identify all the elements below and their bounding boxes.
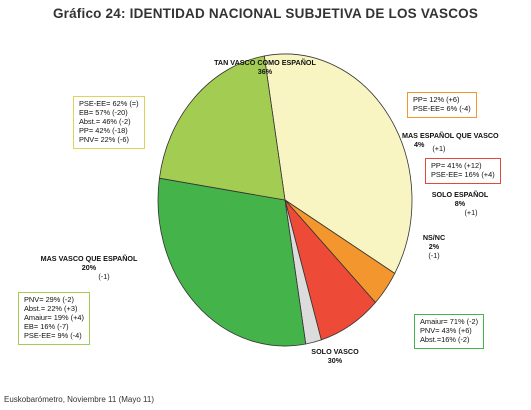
chart-title: Gráfico 24: IDENTIDAD NACIONAL SUBJETIVA… [52,6,479,21]
slice-value: 20% [81,263,97,272]
slice-name: MAS ESPAÑOL QUE VASCO [402,131,499,140]
pie-slice-0 [263,53,413,275]
slice-value: 4% [414,140,425,149]
annotation-box-solo-vasco: Amaiur= 71% (-2) PNV= 43% (+6) Abst.=16%… [414,314,485,349]
annotation-line: PSE-EE= 16% (+4) [431,169,495,179]
annotation-line: PSE-EE= 9% (-4) [24,330,82,340]
slice-name: TAN VASCO COMO ESPAÑOL [214,58,316,67]
annotation-line: EB= 57% (-20) [79,107,128,117]
annotation-box-mas-espanol: PP= 12% (+6) PSE-EE= 6% (-4) [407,92,477,118]
annotation-box-solo-espanol: PP= 41% (+12) PSE-EE= 16% (+4) [425,158,501,184]
annotation-line: PNV= 22% (-6) [79,134,129,144]
source-note: Euskobarómetro, Noviembre 11 (Mayo 11) [4,395,154,404]
slice-label-nsnc: NS/NC 2% (-1) [414,233,454,260]
slice-value: 36% [257,67,273,76]
annotation-line: PP= 12% (+6) [413,95,460,104]
slice-value: 8% [454,199,466,208]
annotation-line: PNV= 29% (-2) [24,295,74,304]
slice-change: (-1) [98,272,110,281]
slice-name: NS/NC [422,233,446,242]
slice-label-solo-vasco: SOLO VASCO 30% [300,347,370,365]
annotation-line: EB= 16% (-7) [24,321,69,331]
annotation-line: Amaiur= 71% (-2) [420,317,479,326]
slice-label-mas-espanol: MAS ESPAÑOL QUE VASCO 4% (+1) [398,131,528,153]
pie-slice-4 [157,177,307,347]
annotation-line: Abst.= 22% (+3) [24,303,78,313]
annotation-line: PP= 42% (-18) [79,125,128,135]
slice-label-mas-vasco: MAS VASCO QUE ESPAÑOL 20% (-1) [14,254,164,281]
slice-value: 30% [327,356,343,365]
slice-value: 2% [428,242,440,251]
slice-change: (+1) [464,208,478,217]
slice-name: SOLO VASCO [311,347,359,356]
slice-name: SOLO ESPAÑOL [431,190,489,199]
slice-change: (-1) [428,251,440,260]
slice-change: (+1) [432,144,446,153]
annotation-box-tan-vasco: PSE-EE= 62% (=) EB= 57% (-20) Abst.= 46%… [73,96,145,149]
annotation-box-mas-vasco: PNV= 29% (-2) Abst.= 22% (+3) Amaiur= 19… [18,292,90,345]
slice-label-tan-vasco: TAN VASCO COMO ESPAÑOL 36% [190,58,340,76]
annotation-line: PNV= 43% (+6) [420,325,472,335]
annotation-line: Abst.= 46% (-2) [79,116,131,126]
annotation-line: PP= 41% (+12) [431,161,482,170]
annotation-line: PSE-EE= 6% (-4) [413,103,471,113]
annotation-line: PSE-EE= 62% (=) [79,99,139,108]
slice-name: MAS VASCO QUE ESPAÑOL [40,254,138,263]
slice-label-solo-espanol: SOLO ESPAÑOL 8% (+1) [420,190,500,217]
pie-slice-5 [158,55,286,201]
annotation-line: Abst.=16% (-2) [420,334,470,344]
annotation-line: Amaiur= 19% (+4) [24,312,84,322]
